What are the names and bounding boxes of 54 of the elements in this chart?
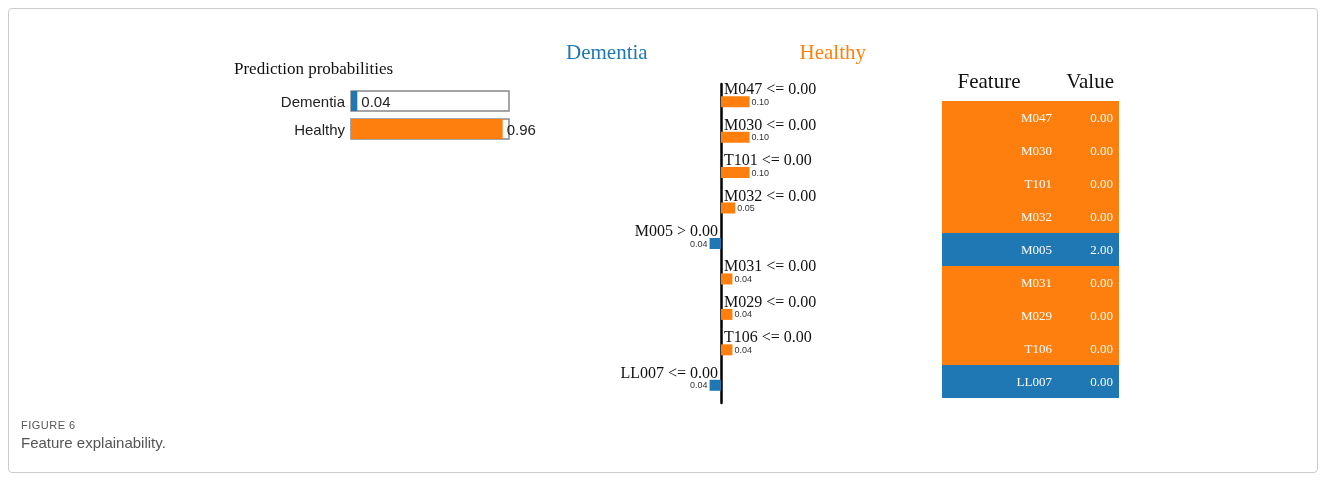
text: 0.00 <box>1090 109 1113 125</box>
text: 0.00 <box>1090 307 1113 323</box>
text: M005 <box>1020 241 1052 257</box>
y-tick-label: T106 <= 0.00 <box>724 328 812 346</box>
text: 0.00 <box>1090 340 1113 356</box>
bar <box>721 167 750 179</box>
data-label: 0.04 <box>734 309 752 320</box>
text: 0.00 <box>1090 373 1113 389</box>
data-label: 0.04 <box>734 273 752 284</box>
y-tick-label: LL007 <= 0.00 <box>620 363 718 381</box>
text: T106 <box>1024 340 1052 356</box>
text: M030 <box>1020 142 1052 158</box>
text: 0.00 <box>1090 175 1113 191</box>
text: M031 <box>1020 274 1052 290</box>
text: Dementia <box>566 39 649 64</box>
text: Feature explainability. <box>21 434 166 451</box>
data-label: 0.10 <box>751 132 770 143</box>
bar <box>721 273 733 285</box>
text: T101 <box>1024 175 1052 191</box>
y-tick-label: M032 <= 0.00 <box>724 186 817 204</box>
y-tick-label: M005 > 0.00 <box>634 222 718 239</box>
text: Healthy <box>799 39 867 64</box>
category-label: Value <box>1065 68 1115 94</box>
annotation: 0.04 <box>690 380 708 391</box>
bar <box>721 96 750 108</box>
data-label: 0.10 <box>751 96 770 107</box>
bar <box>709 379 721 391</box>
data-label: 0.04 <box>361 92 391 110</box>
text: 0.00 <box>1090 142 1113 158</box>
y-tick-label: M047 <= 0.00 <box>724 80 817 98</box>
bar <box>721 202 736 214</box>
data-label: 0.05 <box>737 203 755 214</box>
data-label: 0.96 <box>506 120 536 138</box>
text: 2.00 <box>1090 241 1113 257</box>
bar <box>721 131 750 143</box>
caption: FIGURE 6 <box>21 419 77 431</box>
y-tick-label: T101 <= 0.00 <box>724 151 812 169</box>
text: M029 <box>1020 307 1052 323</box>
bar <box>721 344 733 356</box>
data-label: 0.10 <box>751 167 770 178</box>
bar <box>721 308 733 320</box>
bar <box>709 238 721 249</box>
category-label: Feature <box>956 68 1022 94</box>
chart-title: Prediction probabilities <box>234 59 394 78</box>
text: LL007 <box>1016 373 1052 389</box>
text: M047 <box>1020 109 1052 125</box>
annotation: 0.04 <box>690 238 708 249</box>
text: 0.00 <box>1090 274 1113 290</box>
data-label: 0.04 <box>734 344 752 355</box>
y-tick-label: M030 <= 0.00 <box>724 115 817 133</box>
text: 0.00 <box>1090 208 1113 224</box>
y-tick-label: M031 <= 0.00 <box>724 257 817 275</box>
text: M032 <box>1020 208 1052 224</box>
y-tick-label: M029 <= 0.00 <box>724 292 817 310</box>
